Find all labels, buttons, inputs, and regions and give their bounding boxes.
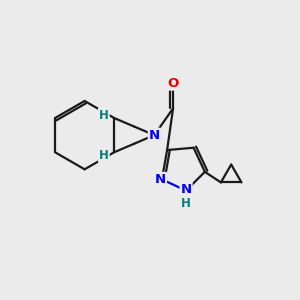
- Text: N: N: [149, 129, 160, 142]
- Text: O: O: [167, 76, 179, 90]
- Text: N: N: [181, 183, 192, 196]
- Text: N: N: [155, 173, 166, 186]
- Text: H: H: [181, 196, 191, 210]
- Text: H: H: [99, 109, 109, 122]
- Text: H: H: [99, 149, 109, 162]
